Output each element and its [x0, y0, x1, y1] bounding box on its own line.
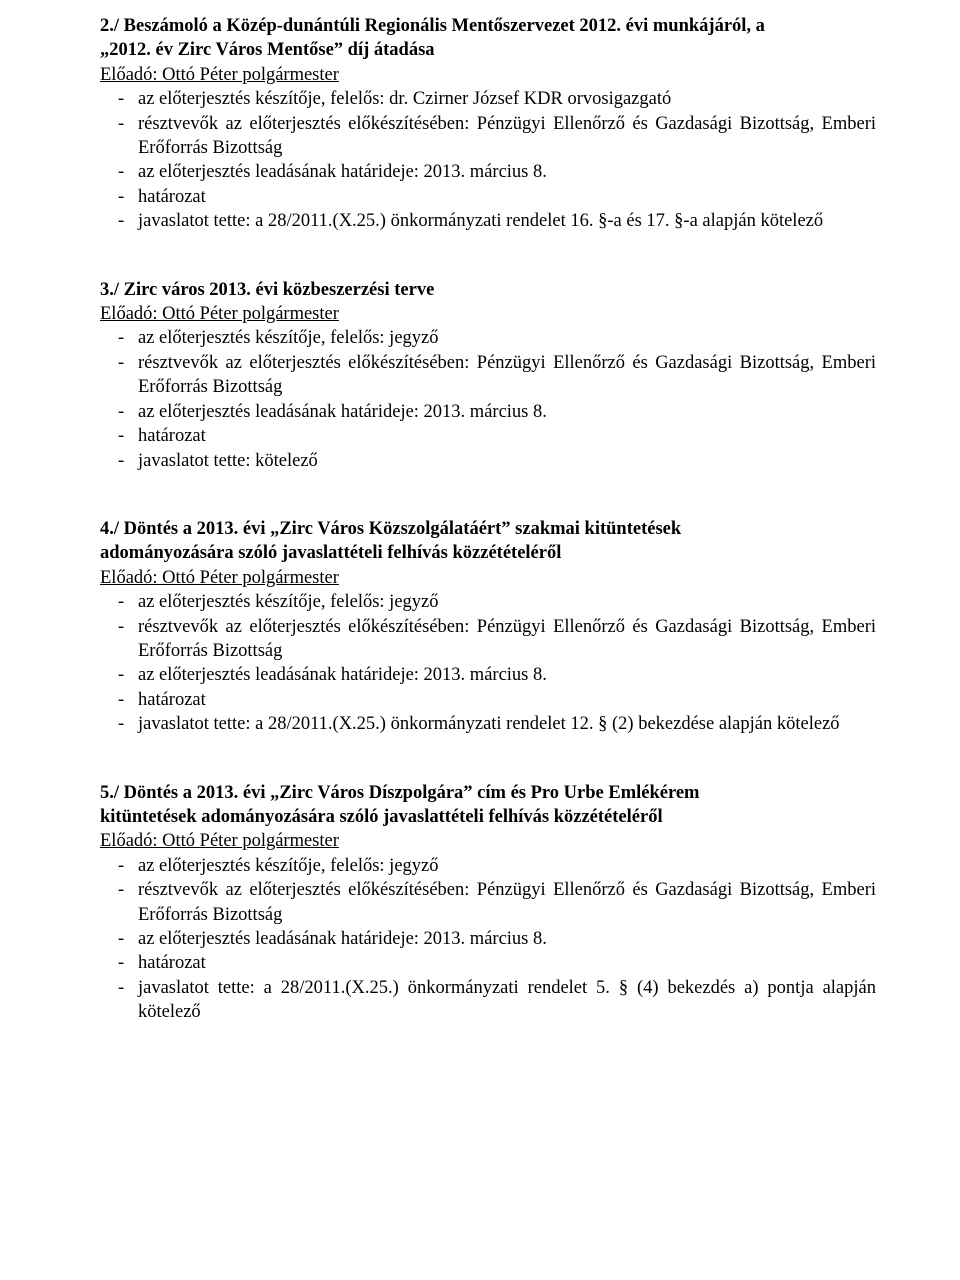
list-item: javaslatot tette: a 28/2011.(X.25.) önko…	[138, 976, 876, 1025]
list-item: résztvevők az előterjesztés előkészítésé…	[138, 112, 876, 161]
heading-prefix: 2./	[100, 16, 119, 36]
list-item: javaslatot tette: a 28/2011.(X.25.) önko…	[138, 209, 876, 233]
heading-line2: „2012. év Zirc Város Mentőse” díj átadás…	[100, 40, 435, 60]
item-list: az előterjesztés készítője, felelős: jeg…	[100, 590, 876, 736]
list-item: az előterjesztés készítője, felelős: dr.…	[138, 87, 876, 111]
heading-line1: Döntés a 2013. évi „Zirc Város Közszolgá…	[124, 519, 682, 539]
list-item: javaslatot tette: kötelező	[138, 449, 876, 473]
list-item: határozat	[138, 951, 876, 975]
list-item: az előterjesztés leadásának határideje: …	[138, 927, 876, 951]
heading-line1: Zirc város 2013. évi közbeszerzési terve	[124, 280, 435, 300]
list-item: az előterjesztés leadásának határideje: …	[138, 160, 876, 184]
list-item: határozat	[138, 424, 876, 448]
heading-prefix: 3./	[100, 280, 119, 300]
presenter-line: Előadó: Ottó Péter polgármester	[100, 63, 876, 87]
agenda-block-2: 2./ Beszámoló a Közép-dunántúli Regionál…	[100, 14, 876, 234]
list-item: javaslatot tette: a 28/2011.(X.25.) önko…	[138, 712, 876, 736]
list-item: határozat	[138, 185, 876, 209]
page-container: 2./ Beszámoló a Közép-dunántúli Regionál…	[0, 0, 960, 1089]
heading: 5./ Döntés a 2013. évi „Zirc Város Díszp…	[100, 781, 876, 830]
list-item: résztvevők az előterjesztés előkészítésé…	[138, 878, 876, 927]
presenter-line: Előadó: Ottó Péter polgármester	[100, 829, 876, 853]
agenda-block-4: 4./ Döntés a 2013. évi „Zirc Város Közsz…	[100, 517, 876, 737]
heading-line2: kitüntetések adományozására szóló javasl…	[100, 807, 663, 827]
list-item: az előterjesztés készítője, felelős: jeg…	[138, 326, 876, 350]
presenter-line: Előadó: Ottó Péter polgármester	[100, 302, 876, 326]
presenter-line: Előadó: Ottó Péter polgármester	[100, 566, 876, 590]
list-item: az előterjesztés leadásának határideje: …	[138, 400, 876, 424]
list-item: az előterjesztés készítője, felelős: jeg…	[138, 590, 876, 614]
list-item: az előterjesztés készítője, felelős: jeg…	[138, 854, 876, 878]
agenda-block-5: 5./ Döntés a 2013. évi „Zirc Város Díszp…	[100, 781, 876, 1025]
heading-prefix: 5./	[100, 783, 119, 803]
list-item: határozat	[138, 688, 876, 712]
heading: 2./ Beszámoló a Közép-dunántúli Regionál…	[100, 14, 876, 63]
heading-line2: adományozására szóló javaslattételi felh…	[100, 543, 561, 563]
list-item: az előterjesztés leadásának határideje: …	[138, 663, 876, 687]
agenda-block-3: 3./ Zirc város 2013. évi közbeszerzési t…	[100, 278, 876, 473]
item-list: az előterjesztés készítője, felelős: jeg…	[100, 854, 876, 1025]
heading-line1: Döntés a 2013. évi „Zirc Város Díszpolgá…	[124, 783, 700, 803]
heading-line1: Beszámoló a Közép-dunántúli Regionális M…	[124, 16, 765, 36]
list-item: résztvevők az előterjesztés előkészítésé…	[138, 615, 876, 664]
heading: 3./ Zirc város 2013. évi közbeszerzési t…	[100, 278, 876, 302]
item-list: az előterjesztés készítője, felelős: jeg…	[100, 326, 876, 472]
heading-prefix: 4./	[100, 519, 119, 539]
item-list: az előterjesztés készítője, felelős: dr.…	[100, 87, 876, 233]
heading: 4./ Döntés a 2013. évi „Zirc Város Közsz…	[100, 517, 876, 566]
list-item: résztvevők az előterjesztés előkészítésé…	[138, 351, 876, 400]
